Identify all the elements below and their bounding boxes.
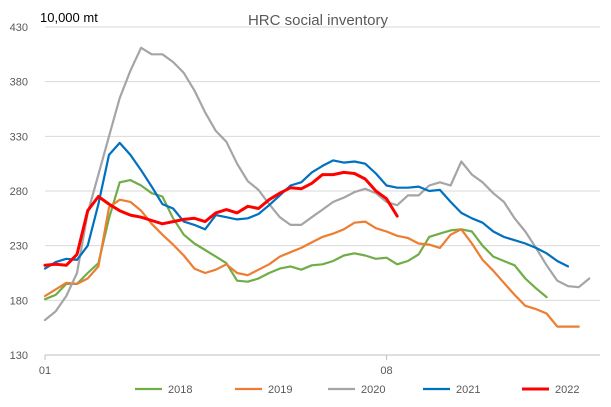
legend-label-2021: 2021 <box>456 384 480 396</box>
series-line-2022 <box>43 170 399 267</box>
x-tick-label: 01 <box>39 365 51 377</box>
y-tick-label: 380 <box>10 77 28 89</box>
series-line-2019 <box>43 198 580 328</box>
axes: 130 180 230 280 330 380 430 01 08 <box>10 22 600 377</box>
y-tick-label: 330 <box>10 131 28 143</box>
series-lines <box>43 46 591 328</box>
gridlines <box>45 26 600 301</box>
unit-label: 10,000 mt <box>40 10 98 25</box>
y-tick-label: 180 <box>10 295 28 307</box>
y-tick-label: 280 <box>10 186 28 198</box>
legend-label-2022: 2022 <box>555 384 579 396</box>
x-tick-label: 08 <box>380 365 392 377</box>
legend: 2018 2019 2020 2021 2022 <box>135 384 579 396</box>
y-tick-label: 230 <box>10 241 28 253</box>
legend-label-2018: 2018 <box>168 384 192 396</box>
series-line-2021 <box>43 141 570 270</box>
series-line-2018 <box>43 179 548 301</box>
y-tick-label: 130 <box>10 350 28 362</box>
y-tick-label: 430 <box>10 22 28 34</box>
series-line-2020 <box>43 46 591 322</box>
chart-title: HRC social inventory <box>248 12 389 29</box>
legend-label-2020: 2020 <box>361 384 385 396</box>
legend-label-2019: 2019 <box>268 384 292 396</box>
